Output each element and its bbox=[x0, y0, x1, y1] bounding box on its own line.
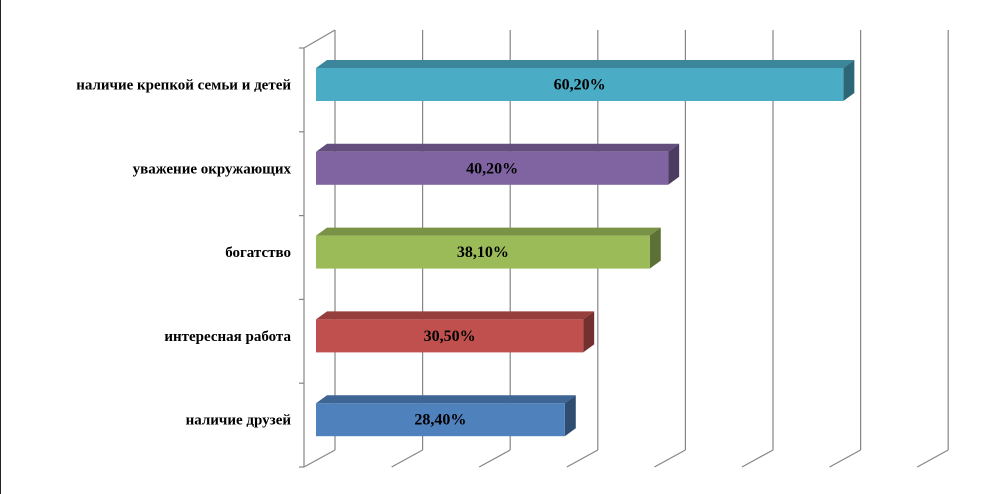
bar bbox=[316, 227, 661, 269]
bar-top-face bbox=[316, 395, 576, 404]
data-label: 30,50% bbox=[424, 328, 476, 345]
bar-top-face bbox=[316, 311, 595, 320]
bar-top-face bbox=[316, 143, 680, 152]
gridline-floor bbox=[741, 449, 774, 468]
data-label: 40,20% bbox=[466, 160, 518, 177]
bar bbox=[316, 395, 576, 437]
bar-side-face bbox=[843, 60, 855, 101]
bar-front-face bbox=[316, 151, 669, 185]
category-axis bbox=[299, 29, 336, 468]
data-label: 38,10% bbox=[457, 244, 509, 261]
gridline-floor bbox=[654, 449, 686, 468]
bar bbox=[316, 311, 595, 353]
bar-top-face bbox=[316, 60, 855, 68]
bar bbox=[316, 143, 680, 185]
bar-front-face bbox=[316, 403, 565, 437]
gridline-floor bbox=[916, 449, 949, 468]
gridline-floor bbox=[829, 449, 861, 468]
gridline-floor bbox=[478, 449, 511, 468]
category-labels: 60,20% наличие крепкой семьи и детей 40,20… bbox=[76, 77, 605, 429]
bar-front-face bbox=[316, 235, 650, 269]
gridline-floor bbox=[566, 449, 599, 468]
bar-side-face bbox=[668, 143, 680, 185]
bars bbox=[316, 60, 855, 437]
category-label: уважение окружающих bbox=[133, 161, 292, 177]
bar-side-face bbox=[649, 227, 661, 269]
bar-side-face bbox=[583, 311, 595, 353]
category-label: интересная работа bbox=[164, 329, 291, 345]
data-label: 28,40% bbox=[414, 412, 466, 429]
gridline-floor bbox=[303, 449, 336, 468]
gridline-floor bbox=[391, 449, 423, 468]
bar-front-face bbox=[316, 319, 584, 353]
bar-top-face bbox=[316, 227, 661, 236]
data-label: 60,20% bbox=[554, 77, 606, 94]
bar-side-face bbox=[564, 395, 576, 437]
category-label: богатство bbox=[225, 245, 291, 261]
bar bbox=[316, 60, 855, 101]
axis-wall-top bbox=[303, 29, 336, 49]
category-label: наличие крепкой семьи и детей bbox=[76, 78, 291, 94]
bar-front-face bbox=[316, 68, 844, 101]
category-label: наличие друзей bbox=[186, 413, 292, 429]
